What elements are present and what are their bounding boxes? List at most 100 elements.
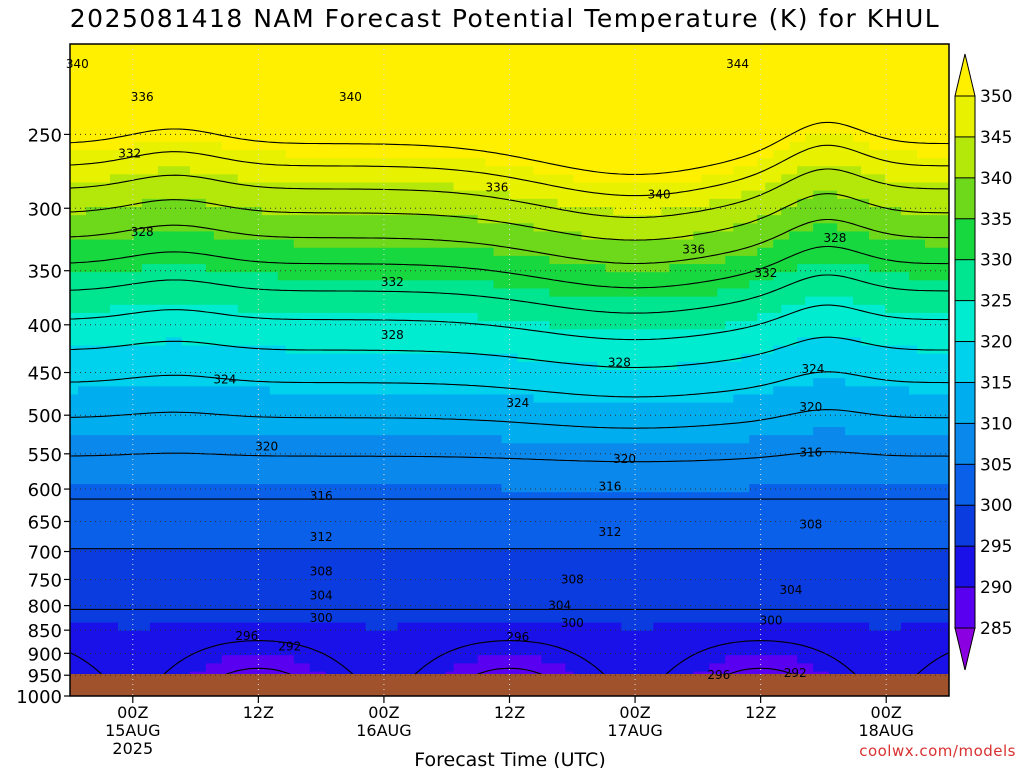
field-cell — [485, 239, 495, 249]
field-cell — [213, 207, 223, 216]
field-cell — [541, 141, 551, 151]
field-cell — [429, 247, 439, 257]
field-cell — [549, 386, 559, 396]
field-cell — [757, 92, 766, 102]
field-cell — [877, 190, 886, 200]
field-cell — [845, 255, 854, 265]
field-cell — [261, 370, 271, 379]
field-cell — [125, 125, 135, 135]
field-cell — [333, 247, 343, 257]
field-cell — [869, 149, 878, 159]
field-cell — [85, 370, 95, 379]
field-cell — [605, 296, 614, 306]
field-cell — [477, 386, 487, 396]
field-cell — [397, 101, 407, 110]
field-cell — [205, 280, 215, 290]
field-cell — [613, 215, 622, 224]
field-cell — [477, 52, 487, 61]
field-cell — [733, 296, 742, 306]
field-cell — [877, 361, 886, 371]
field-cell — [149, 207, 159, 216]
field-cell — [565, 109, 575, 118]
field-cell — [509, 280, 519, 290]
field-cell — [501, 321, 511, 330]
field-cell — [909, 247, 918, 257]
field-cell — [485, 158, 495, 167]
field-cell — [453, 133, 463, 143]
field-cell — [405, 370, 415, 379]
field-cell — [605, 255, 614, 265]
field-cell — [573, 133, 583, 143]
field-cell — [421, 76, 431, 86]
field-cell — [901, 133, 910, 143]
field-cell — [661, 125, 670, 135]
field-cell — [205, 345, 215, 355]
field-cell — [877, 353, 886, 363]
field-cell — [885, 264, 894, 273]
field-cell — [805, 239, 814, 249]
field-cell — [469, 272, 479, 281]
field-cell — [933, 386, 942, 396]
field-cell — [733, 247, 742, 257]
field-cell — [229, 370, 239, 379]
field-cell — [549, 231, 559, 241]
field-cell — [309, 149, 319, 159]
field-cell — [485, 394, 495, 404]
field-cell — [845, 207, 854, 216]
field-cell — [221, 198, 231, 208]
field-cell — [861, 304, 870, 314]
field-cell — [637, 321, 646, 330]
field-cell — [525, 158, 535, 167]
field-cell — [277, 288, 287, 298]
field-cell — [933, 133, 942, 143]
field-cell — [461, 207, 471, 216]
field-cell — [757, 52, 766, 61]
field-cell — [213, 68, 223, 78]
field-cell — [141, 288, 151, 298]
field-cell — [629, 231, 638, 241]
field-cell — [245, 378, 255, 387]
field-cell — [269, 182, 279, 192]
field-cell — [925, 272, 934, 281]
field-cell — [197, 231, 207, 241]
field-cell — [133, 84, 143, 94]
field-cell — [829, 198, 838, 208]
field-cell — [557, 149, 567, 159]
field-cell — [533, 239, 543, 249]
field-cell — [677, 207, 686, 216]
field-cell — [93, 52, 103, 61]
field-cell — [853, 68, 862, 78]
field-cell — [589, 280, 598, 290]
field-cell — [933, 231, 942, 241]
field-cell — [909, 182, 918, 192]
field-cell — [493, 386, 503, 396]
field-cell — [405, 361, 415, 371]
field-cell — [797, 264, 806, 273]
field-cell — [789, 44, 798, 53]
field-cell — [269, 231, 279, 241]
field-cell — [269, 101, 279, 110]
field-cell — [189, 76, 199, 86]
field-cell — [101, 272, 111, 281]
field-cell — [437, 321, 447, 330]
field-cell — [661, 353, 670, 363]
field-cell — [605, 353, 614, 363]
field-cell — [109, 402, 119, 412]
field-cell — [365, 337, 375, 347]
field-cell — [869, 296, 878, 306]
field-cell — [301, 329, 311, 338]
field-cell — [461, 133, 471, 143]
field-cell — [589, 84, 598, 94]
field-cell — [549, 239, 559, 249]
field-cell — [213, 370, 223, 379]
field-cell — [717, 337, 726, 347]
field-cell — [437, 361, 447, 371]
field-cell — [253, 141, 263, 151]
field-cell — [421, 174, 431, 184]
field-cell — [421, 158, 431, 167]
field-cell — [189, 288, 199, 298]
field-cell — [285, 60, 295, 70]
field-cell — [517, 223, 527, 233]
field-cell — [197, 239, 207, 249]
field-cell — [117, 198, 127, 208]
